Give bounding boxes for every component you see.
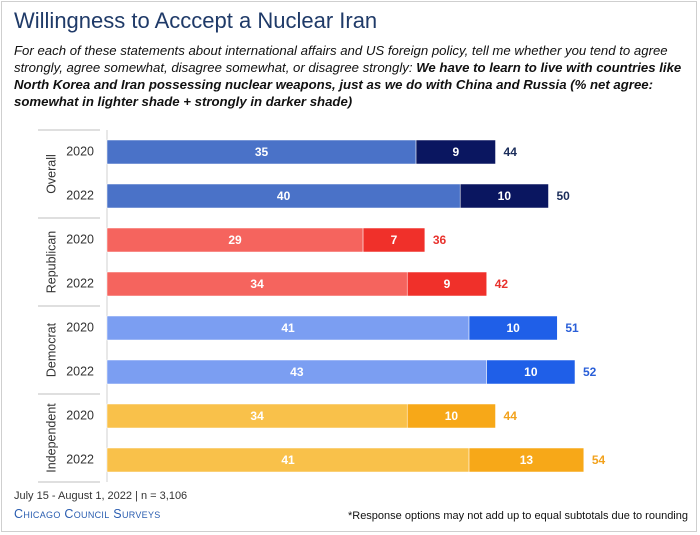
bar-somewhat-overall-2020 — [106, 139, 417, 165]
data-label-total-overall-2020: 44 — [504, 145, 518, 159]
year-label-independent-2020: 2020 — [66, 408, 94, 422]
group-label-independent: Independent — [44, 403, 58, 473]
bar-strongly-republican-2022 — [406, 271, 487, 297]
group-label-democrat: Democrat — [44, 322, 58, 377]
data-label-total-independent-2020: 44 — [504, 409, 518, 423]
data-label-total-independent-2022: 54 — [592, 453, 606, 467]
data-label-somewhat-overall-2020: 35 — [255, 145, 269, 159]
data-label-total-republican-2022: 42 — [495, 277, 509, 291]
bar-strongly-overall-2020 — [415, 139, 496, 165]
data-label-strongly-independent-2020: 10 — [445, 409, 459, 423]
data-label-strongly-democrat-2020: 10 — [507, 321, 521, 335]
bar-somewhat-overall-2022 — [106, 183, 461, 209]
data-label-somewhat-independent-2020: 34 — [250, 409, 264, 423]
year-label-republican-2020: 2020 — [66, 232, 94, 246]
year-label-overall-2020: 2020 — [66, 144, 94, 158]
data-label-total-republican-2020: 36 — [433, 233, 447, 247]
data-label-total-democrat-2020: 51 — [565, 321, 579, 335]
data-label-somewhat-republican-2020: 29 — [228, 233, 242, 247]
rounding-note: *Response options may not add up to equa… — [347, 510, 688, 522]
year-label-republican-2022: 2022 — [66, 276, 94, 290]
data-label-strongly-independent-2022: 13 — [520, 453, 534, 467]
year-label-independent-2022: 2022 — [66, 452, 94, 466]
data-label-somewhat-republican-2022: 34 — [250, 277, 264, 291]
group-label-overall: Overall — [44, 154, 58, 194]
year-label-democrat-2020: 2020 — [66, 320, 94, 334]
bar-strongly-overall-2022 — [459, 183, 549, 209]
data-label-somewhat-independent-2022: 41 — [281, 453, 295, 467]
bar-somewhat-republican-2020 — [106, 227, 364, 253]
bar-strongly-democrat-2022 — [486, 359, 576, 385]
bar-strongly-democrat-2020 — [468, 315, 558, 341]
group-label-republican: Republican — [44, 231, 58, 294]
bar-somewhat-republican-2022 — [106, 271, 408, 297]
data-label-strongly-republican-2022: 9 — [444, 277, 451, 291]
data-label-strongly-republican-2020: 7 — [391, 233, 398, 247]
data-label-total-overall-2022: 50 — [557, 189, 571, 203]
data-label-strongly-overall-2020: 9 — [452, 145, 459, 159]
data-label-strongly-overall-2022: 10 — [498, 189, 512, 203]
bar-somewhat-independent-2020 — [106, 403, 408, 429]
bar-strongly-republican-2020 — [362, 227, 426, 253]
bar-somewhat-democrat-2020 — [106, 315, 470, 341]
year-label-democrat-2022: 2022 — [66, 364, 94, 378]
data-label-strongly-democrat-2022: 10 — [524, 365, 538, 379]
chart-subtitle: For each of these statements about inter… — [14, 42, 690, 110]
chart-title: Willingness to Acccept a Nuclear Iran — [14, 8, 378, 33]
subtitle-intro: For each of these statements about inter… — [14, 43, 668, 75]
subtitle-statement: We have to learn to live with countries … — [14, 60, 682, 109]
bar-strongly-independent-2020 — [406, 403, 496, 429]
data-label-somewhat-democrat-2022: 43 — [290, 365, 304, 379]
survey-date: July 15 - August 1, 2022 | n = 3,106 — [14, 490, 188, 502]
bar-somewhat-independent-2022 — [106, 447, 470, 473]
bar-strongly-independent-2022 — [468, 447, 585, 473]
data-label-somewhat-democrat-2020: 41 — [281, 321, 295, 335]
data-label-somewhat-overall-2022: 40 — [277, 189, 291, 203]
data-label-total-democrat-2022: 52 — [583, 365, 597, 379]
bar-somewhat-democrat-2022 — [106, 359, 487, 385]
year-label-overall-2022: 2022 — [66, 188, 94, 202]
brand-logo-text: Chicago Council Surveys — [14, 507, 161, 521]
